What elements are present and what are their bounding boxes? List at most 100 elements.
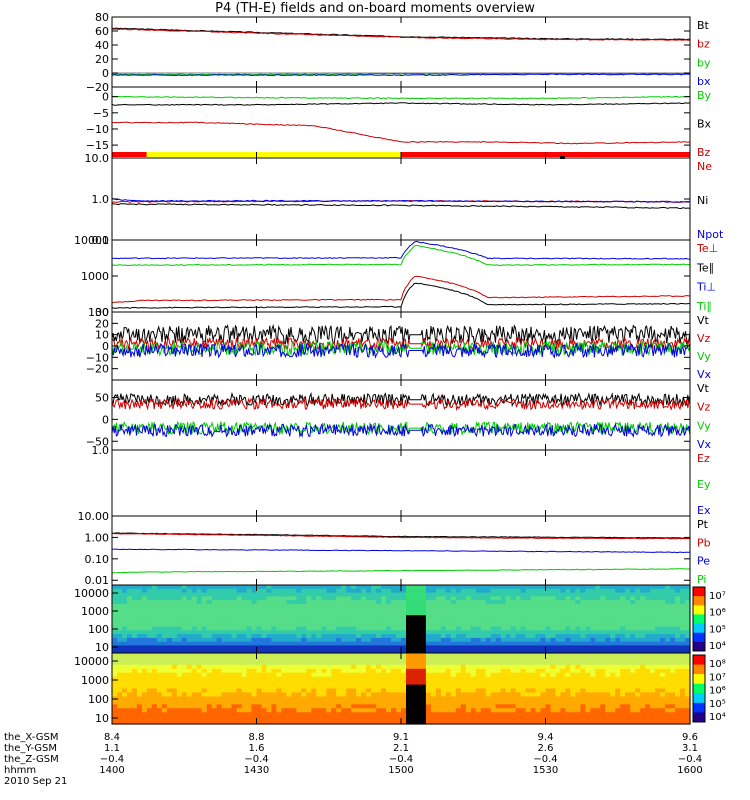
spectrogram-cell xyxy=(645,704,651,709)
spectrogram-cell xyxy=(640,700,646,705)
spectrogram-cell xyxy=(391,704,397,709)
spectrogram-cell xyxy=(366,720,372,725)
spectrogram-cell xyxy=(625,704,631,709)
spectrogram-cell xyxy=(206,664,213,670)
spectrogram-cell xyxy=(112,607,118,613)
spectrogram-cell xyxy=(231,688,238,693)
spectrogram-cell xyxy=(520,600,527,605)
spectrogram-cell xyxy=(500,611,507,616)
spectrogram-cell xyxy=(321,700,327,705)
spectrogram-cell xyxy=(281,653,287,658)
spectrogram-cell xyxy=(291,656,297,662)
spectrogram-cell xyxy=(505,680,512,686)
spectrogram-cell xyxy=(660,588,666,594)
spectrogram-cell xyxy=(485,656,492,662)
spectrogram-cell xyxy=(525,645,532,650)
spectrogram-cell xyxy=(206,684,213,690)
spectrogram-cell xyxy=(306,680,312,686)
spectrogram-cell xyxy=(485,712,492,717)
spectrogram-cell xyxy=(316,645,322,650)
spectrogram-cell xyxy=(540,637,547,643)
spectrogram-cell xyxy=(455,704,462,709)
spectrogram-cell xyxy=(276,645,282,650)
spectrogram-cell xyxy=(261,588,268,594)
spectrogram-cell xyxy=(186,626,193,631)
spectrogram-cell xyxy=(251,596,258,601)
spectrogram-cell xyxy=(122,676,128,682)
spectrogram-cell xyxy=(480,615,487,620)
spectrogram-cell xyxy=(196,619,203,624)
spectrogram-cell xyxy=(281,664,287,670)
spectrogram-cell xyxy=(665,672,671,678)
spectrogram-cell xyxy=(351,585,357,590)
spectrogram-cell xyxy=(346,656,352,662)
spectrogram-cell xyxy=(670,668,676,674)
spectrogram-cell xyxy=(406,596,412,601)
spectrogram-cell xyxy=(196,630,203,635)
spectrogram-cell xyxy=(341,592,347,597)
spectrogram-cell xyxy=(386,712,392,717)
spectrogram-cell xyxy=(386,645,392,650)
spectrogram-cell xyxy=(117,626,123,631)
spectrogram-cell xyxy=(336,680,342,686)
spectrogram-cell xyxy=(445,712,452,717)
spectrogram-cell xyxy=(595,592,601,597)
spectrogram-cell xyxy=(535,600,542,605)
spectrogram-cell xyxy=(136,615,143,620)
spectrogram-cell xyxy=(156,696,163,701)
spectrogram-cell xyxy=(555,626,562,631)
spectrogram-cell xyxy=(241,708,248,713)
spectrogram-cell xyxy=(605,622,611,628)
spectrogram-cell xyxy=(540,607,547,613)
spectrogram-cell xyxy=(381,668,387,674)
spectrogram-cell xyxy=(271,708,277,713)
spectrogram-cell xyxy=(530,645,537,650)
spectrogram-cell xyxy=(386,649,392,654)
spectrogram-cell xyxy=(351,626,357,631)
spectrogram-cell xyxy=(560,588,566,594)
series-line-bz xyxy=(111,28,691,41)
spectrogram-cell xyxy=(570,615,576,620)
spectrogram-cell xyxy=(171,656,178,662)
spectrogram-cell xyxy=(166,653,173,658)
spectrogram-cell xyxy=(665,634,671,639)
spectrogram-cell xyxy=(146,645,153,650)
spectrogram-cell xyxy=(435,600,442,605)
spectrogram-cell xyxy=(331,626,337,631)
spectrogram-cell xyxy=(231,596,238,601)
spectrogram-cell xyxy=(131,596,138,601)
spectrogram-cell xyxy=(291,696,297,701)
spectrogram-cell xyxy=(356,704,362,709)
spectrogram-cell xyxy=(346,585,352,590)
spectrogram-cell xyxy=(236,603,243,609)
spectrogram-cell xyxy=(206,619,213,624)
spectrogram-cell xyxy=(261,611,268,616)
colorbar-segment xyxy=(693,623,705,634)
spectrogram-cell xyxy=(286,649,292,654)
spectrogram-cell xyxy=(465,696,472,701)
spectrogram-cell xyxy=(610,588,616,594)
spectrogram-cell xyxy=(425,588,432,594)
spectrogram-cell xyxy=(540,630,547,635)
spectrogram-cell xyxy=(211,607,218,613)
spectrogram-cell xyxy=(605,634,611,639)
spectrogram-cell xyxy=(266,626,273,631)
spectrogram-cell xyxy=(455,634,462,639)
spectrogram-cell xyxy=(296,637,302,643)
spectrogram-cell xyxy=(256,700,263,705)
spectrogram-cell xyxy=(655,656,661,662)
spectrogram-cell xyxy=(376,603,382,609)
spectrogram-cell xyxy=(356,653,362,658)
spectrogram-cell xyxy=(376,696,382,701)
spectrogram-cell xyxy=(655,712,661,717)
spectrogram-cell xyxy=(226,664,233,670)
spectrogram-cell xyxy=(341,622,347,628)
spectrogram-cell xyxy=(221,660,228,666)
spectrogram-cell xyxy=(620,716,626,721)
spectrogram-cell xyxy=(620,634,626,639)
spectrogram-cell xyxy=(500,622,507,628)
spectrogram-cell xyxy=(450,592,457,597)
spectrogram-cell xyxy=(665,607,671,613)
spectrogram-cell xyxy=(525,696,532,701)
spectrogram-cell xyxy=(196,634,203,639)
